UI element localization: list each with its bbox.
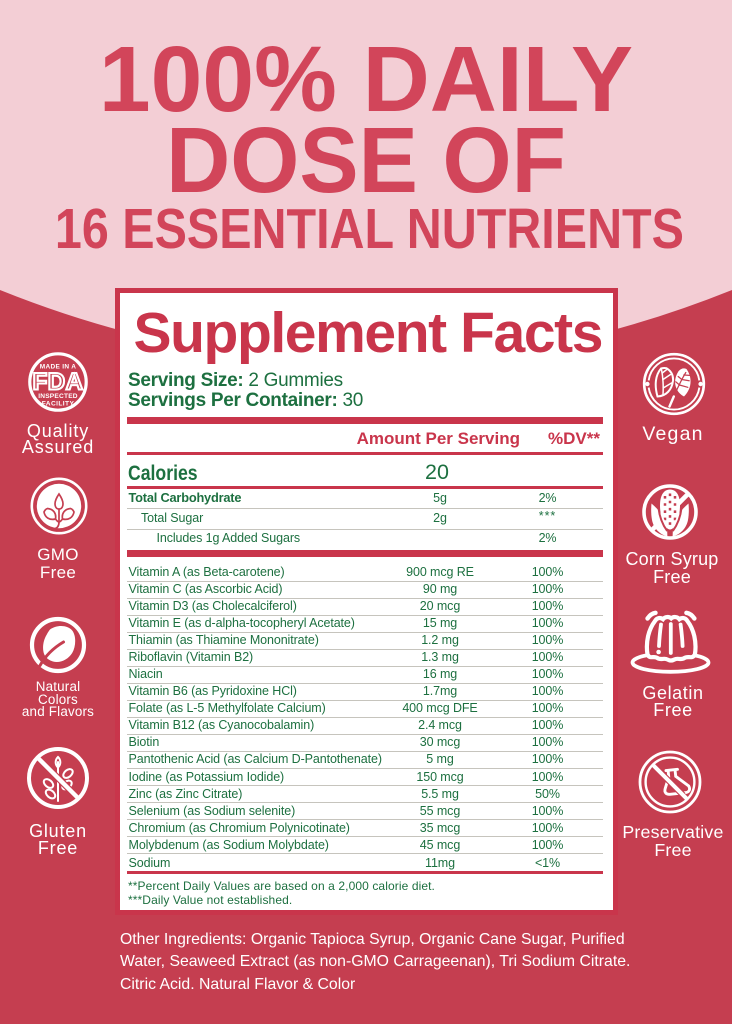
svg-text:FACILITY: FACILITY <box>42 400 75 407</box>
svg-text:FDA: FDA <box>33 368 84 395</box>
svg-text:MADE IN A: MADE IN A <box>40 364 76 371</box>
svg-text:INSPECTED: INSPECTED <box>38 393 78 400</box>
